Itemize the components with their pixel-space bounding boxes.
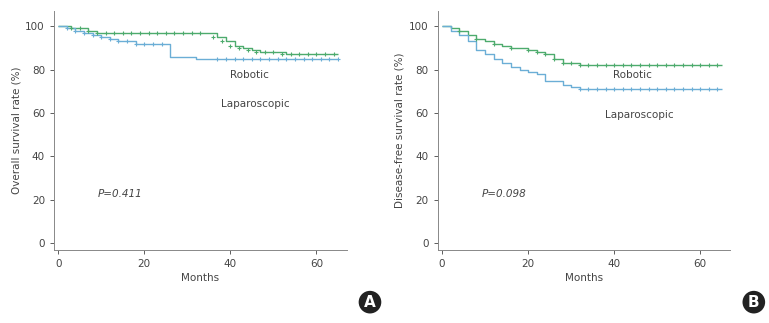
Text: B: B xyxy=(748,295,760,310)
Text: P=0.098: P=0.098 xyxy=(481,189,527,199)
Y-axis label: Disease-free survival rate (%): Disease-free survival rate (%) xyxy=(395,53,405,208)
Text: P=0.411: P=0.411 xyxy=(98,189,142,199)
X-axis label: Months: Months xyxy=(565,273,603,283)
Text: A: A xyxy=(364,295,376,310)
Text: Laparoscopic: Laparoscopic xyxy=(221,99,289,109)
Text: Laparoscopic: Laparoscopic xyxy=(604,110,673,120)
Y-axis label: Overall survival rate (%): Overall survival rate (%) xyxy=(11,67,21,194)
Text: Robotic: Robotic xyxy=(229,70,268,80)
Text: Robotic: Robotic xyxy=(614,70,652,80)
X-axis label: Months: Months xyxy=(181,273,219,283)
